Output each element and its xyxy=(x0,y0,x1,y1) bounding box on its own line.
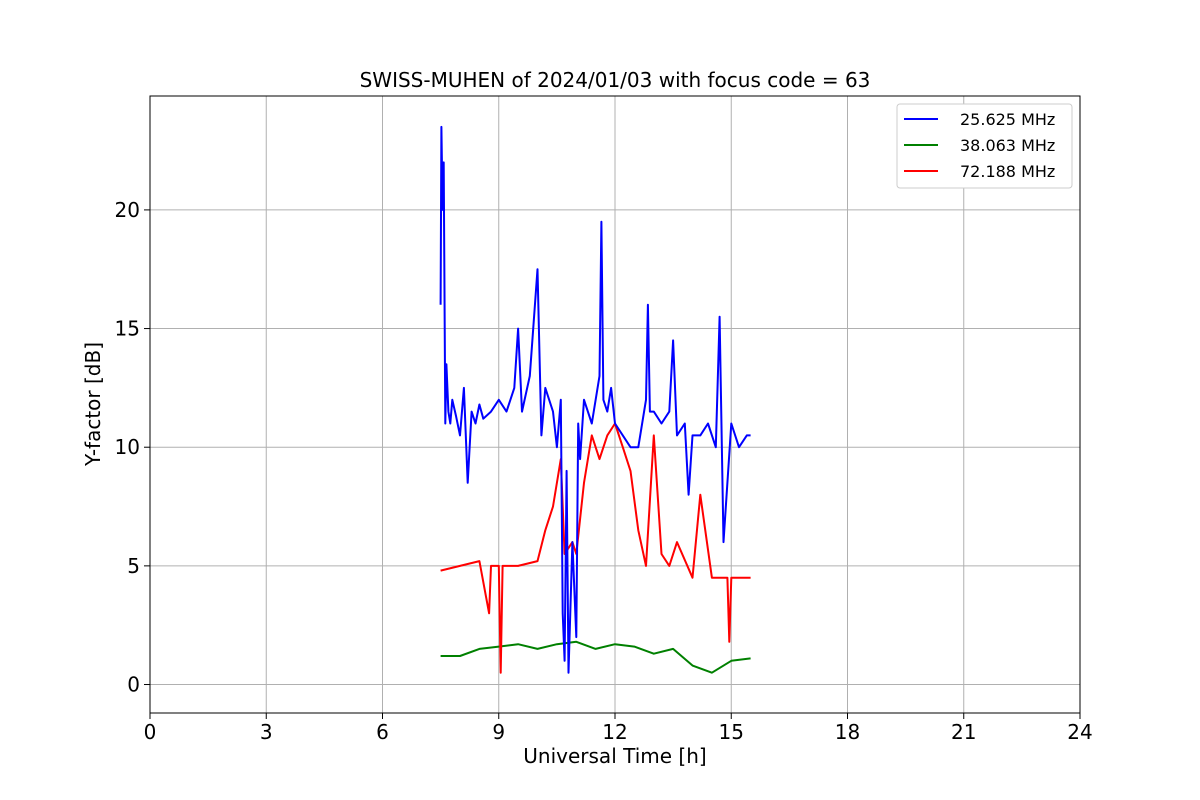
plot-lines xyxy=(439,125,751,674)
y-tick-label: 15 xyxy=(115,317,140,341)
legend: 25.625 MHz 38.063 MHz 72.188 MHz xyxy=(896,103,1073,189)
y-axis-ticks: 0 5 10 15 20 xyxy=(115,198,150,697)
y-axis-label: Y-factor [dB] xyxy=(81,342,105,467)
legend-label-0: 25.625 MHz xyxy=(960,110,1055,129)
chart-title: SWISS-MUHEN of 2024/01/03 with focus cod… xyxy=(360,68,871,92)
series-line-1 xyxy=(440,640,751,674)
x-tick-label: 18 xyxy=(835,720,860,744)
series-line-2 xyxy=(440,422,751,674)
y-tick-label: 5 xyxy=(127,554,140,578)
legend-label-2: 72.188 MHz xyxy=(960,162,1055,181)
y-tick-label: 0 xyxy=(127,673,140,697)
series-line-0 xyxy=(439,125,751,674)
x-axis-ticks: 0 3 6 9 12 15 18 21 24 xyxy=(144,713,1093,744)
x-tick-label: 0 xyxy=(144,720,157,744)
x-tick-label: 3 xyxy=(260,720,273,744)
x-tick-label: 9 xyxy=(492,720,505,744)
x-tick-label: 12 xyxy=(602,720,627,744)
y-tick-label: 20 xyxy=(115,198,140,222)
x-tick-label: 15 xyxy=(719,720,744,744)
x-tick-label: 6 xyxy=(376,720,389,744)
legend-label-1: 38.063 MHz xyxy=(960,136,1055,155)
legend-box xyxy=(896,103,1073,189)
x-axis-label: Universal Time [h] xyxy=(523,744,706,768)
x-tick-label: 24 xyxy=(1067,720,1092,744)
y-tick-label: 10 xyxy=(115,435,140,459)
x-tick-label: 21 xyxy=(951,720,976,744)
